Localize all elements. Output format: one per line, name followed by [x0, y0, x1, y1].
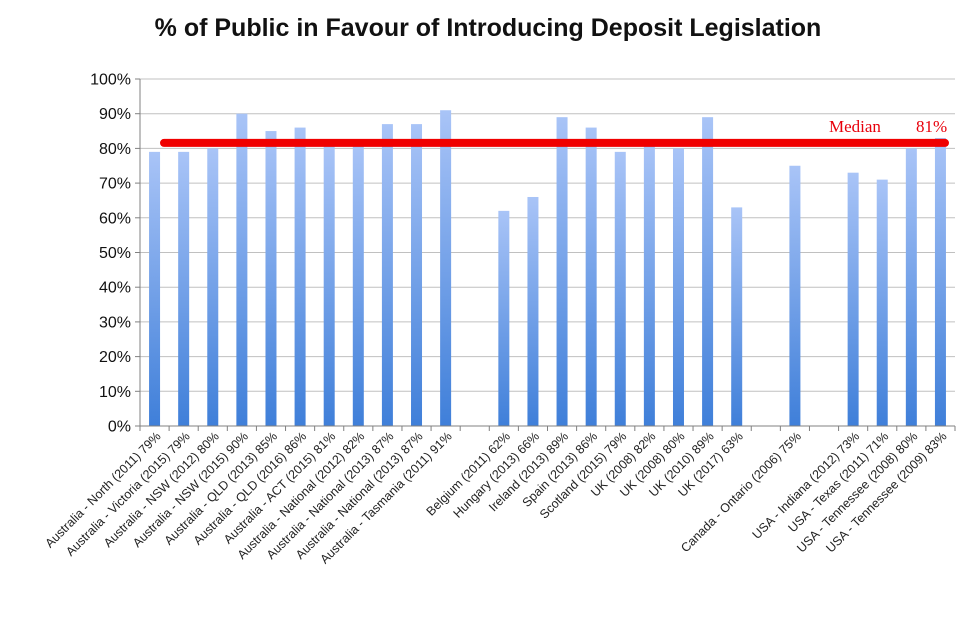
- bars: [149, 110, 946, 427]
- y-axis-tick-labels: 0% 10% 20% 30% 40% 50% 60% 70% 80% 90% 100%: [90, 72, 131, 436]
- bar: [731, 207, 743, 426]
- bar: [702, 117, 714, 427]
- bar: [265, 131, 277, 427]
- bar: [847, 172, 859, 426]
- y-tick-label: 100%: [90, 72, 131, 89]
- bar: [556, 117, 568, 427]
- bar: [585, 127, 597, 426]
- chart-title: % of Public in Favour of Introducing Dep…: [154, 14, 822, 42]
- bar: [294, 127, 306, 426]
- median-label: Median: [829, 117, 881, 136]
- y-tick-label: 60%: [99, 210, 131, 227]
- y-tick-label: 30%: [99, 314, 131, 331]
- y-tick-label: 0%: [108, 419, 131, 436]
- y-tick-label: 10%: [99, 384, 131, 401]
- bar: [876, 179, 888, 426]
- bar: [352, 141, 364, 426]
- bar: [614, 151, 626, 426]
- bar: [905, 148, 917, 426]
- x-category-label: USA - Tennessee (2008) 80%: [794, 429, 920, 555]
- y-tick-label: 50%: [99, 245, 131, 262]
- x-axis-category-labels: Australia - North (2011) 79%Australia - …: [42, 429, 949, 566]
- bar: [527, 196, 539, 426]
- bar: [236, 113, 248, 426]
- bar: [672, 148, 684, 426]
- bar: [178, 151, 190, 426]
- median-value: 81%: [916, 117, 947, 136]
- bar: [934, 137, 946, 427]
- bar: [643, 141, 655, 426]
- bar: [411, 124, 423, 427]
- y-tick-label: 40%: [99, 280, 131, 297]
- y-tick-label: 80%: [99, 141, 131, 158]
- bar: [789, 165, 801, 426]
- bar: [207, 148, 219, 426]
- bar: [440, 110, 452, 426]
- bar: [323, 144, 335, 426]
- y-tick-label: 90%: [99, 106, 131, 123]
- bar: [498, 210, 510, 426]
- bar: [381, 124, 393, 427]
- median-annotation: Median 81%: [160, 117, 949, 147]
- y-tick-label: 20%: [99, 349, 131, 366]
- axes: [139, 79, 956, 431]
- y-tick-label: 70%: [99, 176, 131, 193]
- bar: [149, 151, 161, 426]
